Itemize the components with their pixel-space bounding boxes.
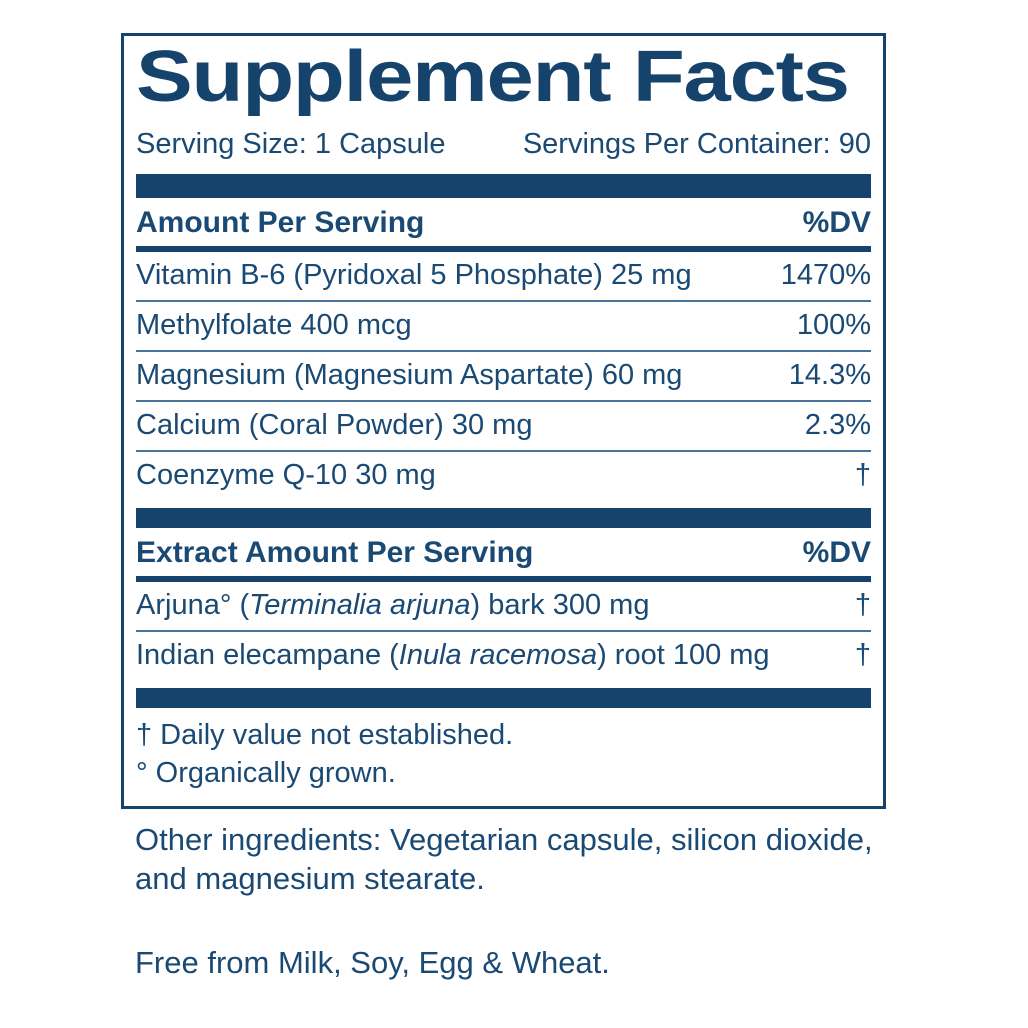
supplement-facts-panel: Supplement Facts Serving Size: 1 Capsule… (121, 33, 886, 809)
footnotes: † Daily value not established. ° Organic… (136, 716, 871, 792)
serving-size-text: Serving Size: 1 Capsule (136, 127, 446, 160)
serving-info-row: Serving Size: 1 Capsule Servings Per Con… (136, 127, 871, 161)
ingredient-name: Coenzyme Q-10 30 mg (136, 459, 436, 492)
ingredient-dv: † (854, 459, 871, 492)
header-rule (136, 245, 871, 252)
ingredient-dv: 100% (796, 309, 871, 342)
ingredient-row: Coenzyme Q-10 30 mg † (136, 452, 871, 500)
main-section-dv-header: %DV (802, 205, 871, 239)
ingredient-row: Methylfolate 400 mcg 100% (136, 302, 871, 352)
servings-per-container-text: Servings Per Container: 90 (522, 127, 871, 160)
header-rule (136, 575, 871, 582)
botanical-name: Terminalia arjuna (249, 589, 471, 622)
extract-section-header: Extract Amount Per Serving (136, 535, 534, 569)
ingredient-name: Calcium (Coral Powder) 30 mg (136, 409, 533, 442)
divider-bar-bottom (136, 687, 871, 708)
other-ingredients-line2: and magnesium stearate. (135, 861, 485, 896)
ingredient-name: Magnesium (Magnesium Aspartate) 60 mg (136, 359, 683, 392)
extract-ingredient-row: Indian elecampane (Inula racemosa) root … (136, 632, 871, 680)
other-ingredients-line1: Other ingredients: Vegetarian capsule, s… (135, 822, 873, 857)
ingredient-row: Calcium (Coral Powder) 30 mg 2.3% (136, 402, 871, 452)
ingredient-name: Methylfolate 400 mcg (136, 309, 412, 342)
footnote-daily-value: † Daily value not established. (136, 718, 514, 751)
ingredient-name: Vitamin B-6 (Pyridoxal 5 Phosphate) 25 m… (136, 259, 692, 292)
ingredient-row: Vitamin B-6 (Pyridoxal 5 Phosphate) 25 m… (136, 252, 871, 302)
ingredient-name: Arjuna° (Terminalia arjuna) bark 300 mg (136, 589, 650, 622)
other-ingredients: Other ingredients: Vegetarian capsule, s… (135, 820, 915, 898)
divider-bar-extract (136, 507, 871, 528)
ingredient-dv: 14.3% (788, 359, 871, 392)
ingredient-dv: † (854, 639, 871, 672)
main-section-header: Amount Per Serving (136, 205, 425, 239)
main-section-header-row: Amount Per Serving %DV (136, 198, 871, 246)
botanical-name: Inula racemosa (398, 639, 598, 672)
divider-bar-top (136, 173, 871, 198)
footnote-organic: ° Organically grown. (136, 756, 396, 789)
ingredient-name: Indian elecampane (Inula racemosa) root … (136, 639, 770, 672)
ingredient-dv: † (854, 589, 871, 622)
ingredient-dv: 2.3% (804, 409, 871, 442)
free-from-statement: Free from Milk, Soy, Egg & Wheat. (135, 945, 610, 980)
extract-section-dv-header: %DV (802, 535, 871, 569)
panel-title: Supplement Facts (136, 37, 850, 117)
extract-ingredient-row: Arjuna° (Terminalia arjuna) bark 300 mg … (136, 582, 871, 632)
extract-section-header-row: Extract Amount Per Serving %DV (136, 528, 871, 576)
ingredient-row: Magnesium (Magnesium Aspartate) 60 mg 14… (136, 352, 871, 402)
ingredient-dv: 1470% (780, 259, 871, 292)
